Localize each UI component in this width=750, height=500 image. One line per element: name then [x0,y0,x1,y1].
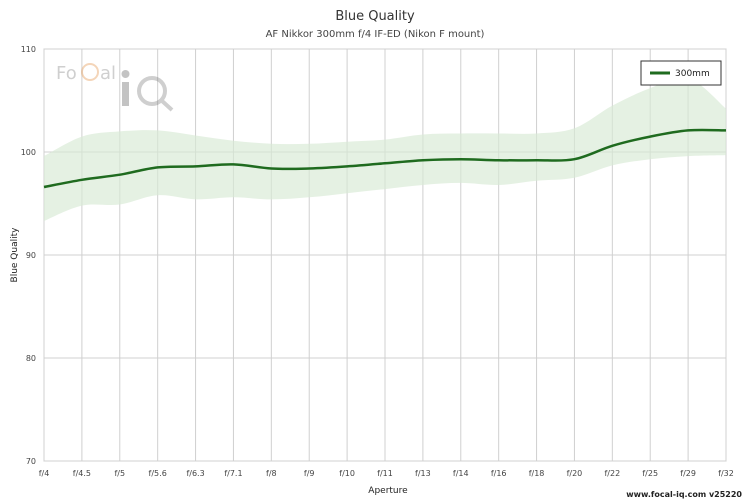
x-tick-label: f/16 [491,469,507,478]
svg-text:al: al [100,63,116,84]
legend-label-300mm: 300mm [675,69,710,79]
x-tick-label: f/9 [304,469,315,478]
x-tick-label: f/11 [377,469,393,478]
x-tick-label: f/4 [39,469,50,478]
y-tick-label: 70 [26,457,36,466]
quality-range-band [44,77,726,221]
y-tick-label: 100 [21,148,36,157]
y-axis-label: Blue Quality [10,227,20,283]
y-tick-label: 90 [26,251,36,260]
x-tick-labels: f/4 f/4.5 f/5 f/5.6 f/6.3 f/7.1 f/8 f/9 f/10 f/11… [39,469,734,478]
x-tick-label: f/20 [567,469,583,478]
chart-title: Blue Quality [335,9,415,24]
footer-credit: www.focal-iq.com v25220 [626,490,742,499]
chart-subtitle: AF Nikkor 300mm f/4 IF-ED (Nikon F mount… [266,29,485,40]
y-tick-label: 80 [26,354,36,363]
x-tick-label: f/32 [718,469,734,478]
x-tick-label: f/8 [266,469,277,478]
x-tick-label: f/18 [529,469,545,478]
x-axis-label: Aperture [368,486,408,496]
x-tick-label: f/4.5 [73,469,91,478]
focal-iq-logo: Fo al [56,63,174,112]
y-tick-label: 110 [21,45,36,54]
svg-text:Fo: Fo [56,63,77,84]
x-tick-label: f/10 [339,469,355,478]
x-tick-label: f/7.1 [224,469,242,478]
x-tick-label: f/5 [114,469,125,478]
x-tick-label: f/13 [415,469,431,478]
x-tick-label: f/5.6 [149,469,167,478]
x-tick-label: f/14 [453,469,469,478]
x-tick-label: f/22 [604,469,620,478]
series-line-300mm [43,128,727,189]
x-tick-label: f/25 [642,469,658,478]
y-tick-labels: 70 80 90 100 110 [21,45,36,466]
legend: 300mm [640,60,722,86]
x-tick-label: f/29 [680,469,696,478]
x-tick-label: f/6.3 [186,469,204,478]
